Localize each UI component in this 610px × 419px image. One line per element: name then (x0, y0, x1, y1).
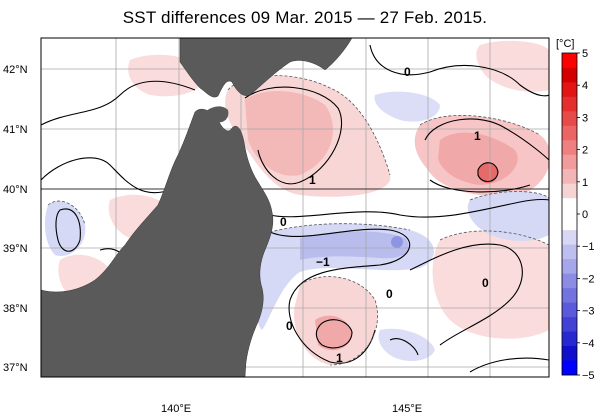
contour-label-group: 0 1 1 0 −1 0 0 0 1 (280, 65, 489, 365)
colorbar: [°C] 5 4 3 2 1 0 −1 −2 −3 −4 −5 (556, 38, 595, 382)
colorbar-tick-label: −5 (582, 370, 595, 382)
contour-label-1-south: 1 (336, 351, 343, 365)
colorbar-tick-label: 1 (582, 177, 588, 189)
lat-label-40: 40°N (3, 184, 28, 196)
colorbar-cell-warm (562, 67, 577, 83)
colorbar-cell-cool (562, 259, 577, 274)
land-honshu (41, 108, 274, 377)
colorbar-tick-label: 5 (582, 48, 588, 60)
colorbar-cell-warm (562, 168, 577, 184)
contour-label-0-coast: 0 (280, 215, 287, 229)
map-frame (40, 37, 550, 378)
colorbar-tick-label: 2 (582, 145, 588, 157)
colorbar-cell-cool (562, 244, 577, 260)
land-shimokita (205, 106, 229, 123)
lon-label-140: 140°E (161, 403, 191, 415)
contour-label-minus1: −1 (316, 255, 330, 269)
colorbar-tick-label: 3 (582, 112, 588, 124)
lat-label-41: 41°N (3, 124, 28, 136)
contour-label-1-west: 1 (309, 173, 316, 187)
cool-anomaly-areas (44, 91, 549, 362)
colorbar-cell-warm (562, 154, 577, 170)
lat-label-39: 39°N (3, 243, 28, 255)
lat-label-38: 38°N (3, 303, 28, 315)
colorbar-cell-warm (562, 183, 577, 199)
land-hokkaido (179, 38, 353, 98)
colorbar-cell-warm (562, 125, 577, 141)
contour-label-0-south: 0 (286, 319, 293, 333)
colorbar-tick-label: 4 (582, 80, 588, 92)
colorbar-tick-label: −2 (582, 273, 595, 285)
colorbar-cell-cool (562, 288, 577, 303)
contour-label-1-east: 1 (474, 129, 481, 143)
longitude-labels: 140°E 145°E (161, 403, 422, 415)
colorbar-cell-cool (562, 302, 577, 318)
colorbar-cell-cool (562, 230, 577, 245)
colorbar-cells (562, 53, 577, 376)
colorbar-tick-label: −1 (582, 241, 595, 253)
colorbar-cell-cool (562, 346, 577, 361)
contour-label-0-east: 0 (482, 276, 489, 290)
colorbar-tick-label: 0 (582, 209, 588, 221)
colorbar-cell-warm (562, 139, 577, 155)
contour-lines (41, 44, 549, 373)
colorbar-cell-cool (562, 360, 577, 376)
colorbar-cell-cool (562, 317, 577, 332)
lon-label-145: 145°E (392, 403, 422, 415)
colorbar-cell-warm (562, 96, 577, 112)
map-title: SST differences 09 Mar. 2015 — 27 Feb. 2… (122, 8, 488, 27)
colorbar-cell-zero (562, 197, 577, 231)
latitude-labels: 42°N 41°N 40°N 39°N 38°N 37°N (3, 64, 28, 374)
colorbar-cell-warm (562, 110, 577, 126)
lat-label-37: 37°N (3, 362, 28, 374)
colorbar-tick-label: −3 (582, 306, 595, 318)
colorbar-cell-cool (562, 273, 577, 289)
colorbar-tick-label: −4 (582, 338, 595, 350)
colorbar-unit: [°C] (556, 38, 574, 50)
contour-label-0-north: 0 (404, 65, 411, 79)
colorbar-cell-warm (562, 53, 577, 68)
colorbar-cell-cool (562, 331, 577, 347)
colorbar-tick-labels: 5 4 3 2 1 0 −1 −2 −3 −4 −5 (577, 48, 595, 382)
contour-label-0-center: 0 (386, 287, 393, 301)
colorbar-cell-warm (562, 81, 577, 97)
lat-label-42: 42°N (3, 64, 28, 76)
